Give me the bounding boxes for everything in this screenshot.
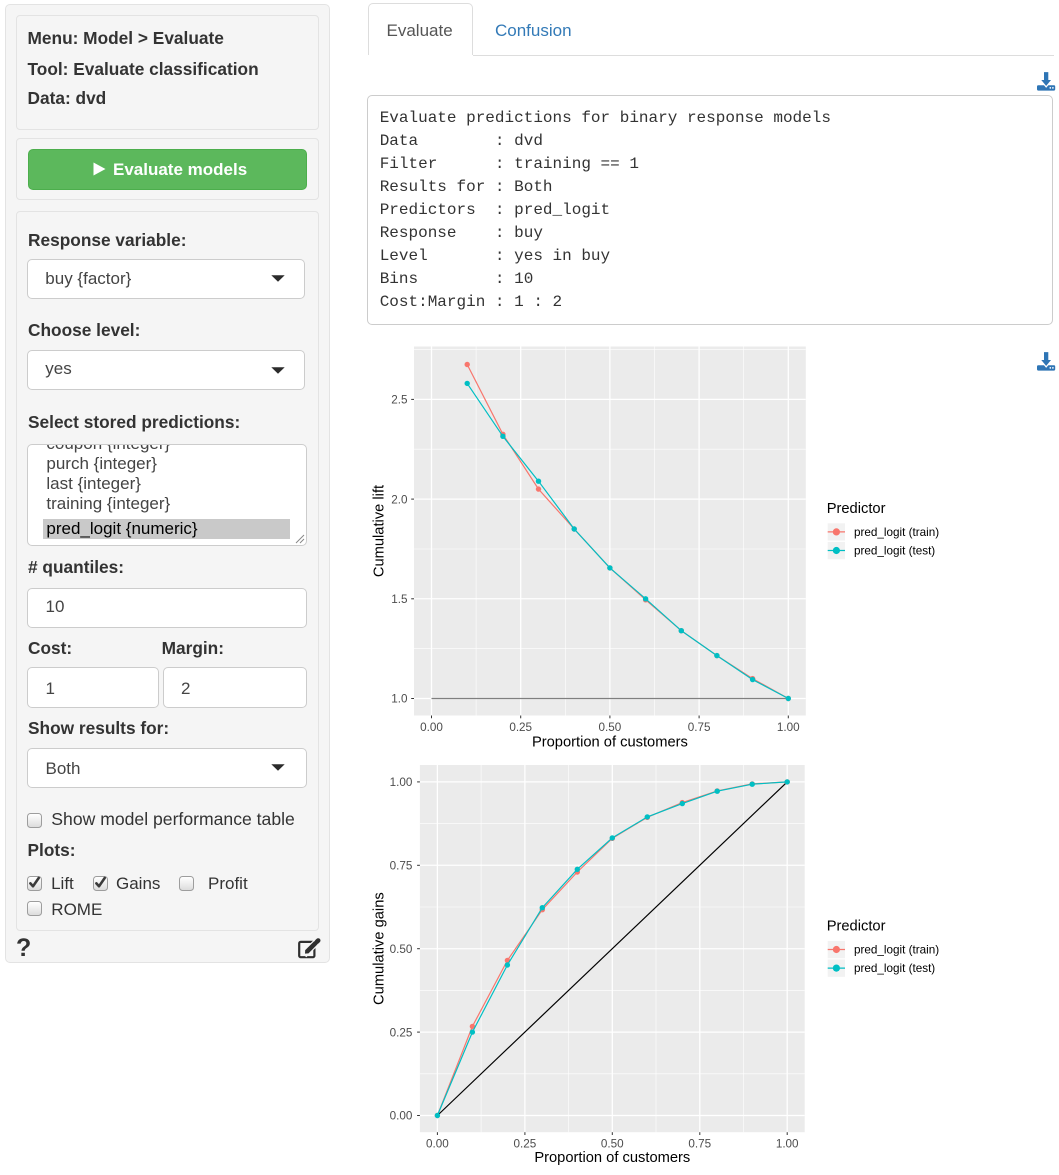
svg-text:0.50: 0.50 bbox=[601, 1138, 624, 1151]
svg-text:Proportion of customers: Proportion of customers bbox=[532, 734, 688, 750]
svg-text:1.5: 1.5 bbox=[391, 593, 408, 606]
svg-text:0.25: 0.25 bbox=[390, 1026, 413, 1039]
svg-text:1.00: 1.00 bbox=[777, 721, 800, 734]
svg-text:0.25: 0.25 bbox=[509, 721, 532, 734]
svg-text:0.50: 0.50 bbox=[390, 943, 413, 956]
svg-text:0.75: 0.75 bbox=[688, 721, 711, 734]
svg-text:0.50: 0.50 bbox=[599, 721, 622, 734]
svg-text:0.75: 0.75 bbox=[390, 860, 413, 873]
svg-text:Predictor: Predictor bbox=[827, 501, 886, 517]
svg-text:2.0: 2.0 bbox=[391, 493, 408, 506]
svg-text:0.25: 0.25 bbox=[514, 1138, 537, 1151]
svg-text:0.00: 0.00 bbox=[420, 721, 443, 734]
svg-text:0.00: 0.00 bbox=[390, 1110, 413, 1123]
svg-text:Cumulative lift: Cumulative lift bbox=[372, 485, 388, 577]
svg-text:Proportion of customers: Proportion of customers bbox=[534, 1150, 690, 1166]
svg-text:pred_logit (train): pred_logit (train) bbox=[854, 944, 939, 957]
svg-text:1.0: 1.0 bbox=[391, 693, 408, 706]
svg-text:Cumulative gains: Cumulative gains bbox=[372, 892, 388, 1005]
svg-text:0.00: 0.00 bbox=[426, 1138, 449, 1151]
svg-text:pred_logit (test): pred_logit (test) bbox=[854, 962, 935, 975]
svg-text:Predictor: Predictor bbox=[827, 918, 886, 934]
svg-text:0.75: 0.75 bbox=[688, 1138, 711, 1151]
svg-text:1.00: 1.00 bbox=[390, 776, 413, 789]
svg-text:1.00: 1.00 bbox=[776, 1138, 799, 1151]
svg-text:2.5: 2.5 bbox=[391, 394, 408, 407]
svg-text:pred_logit (test): pred_logit (test) bbox=[854, 545, 935, 558]
svg-text:pred_logit (train): pred_logit (train) bbox=[854, 526, 939, 539]
